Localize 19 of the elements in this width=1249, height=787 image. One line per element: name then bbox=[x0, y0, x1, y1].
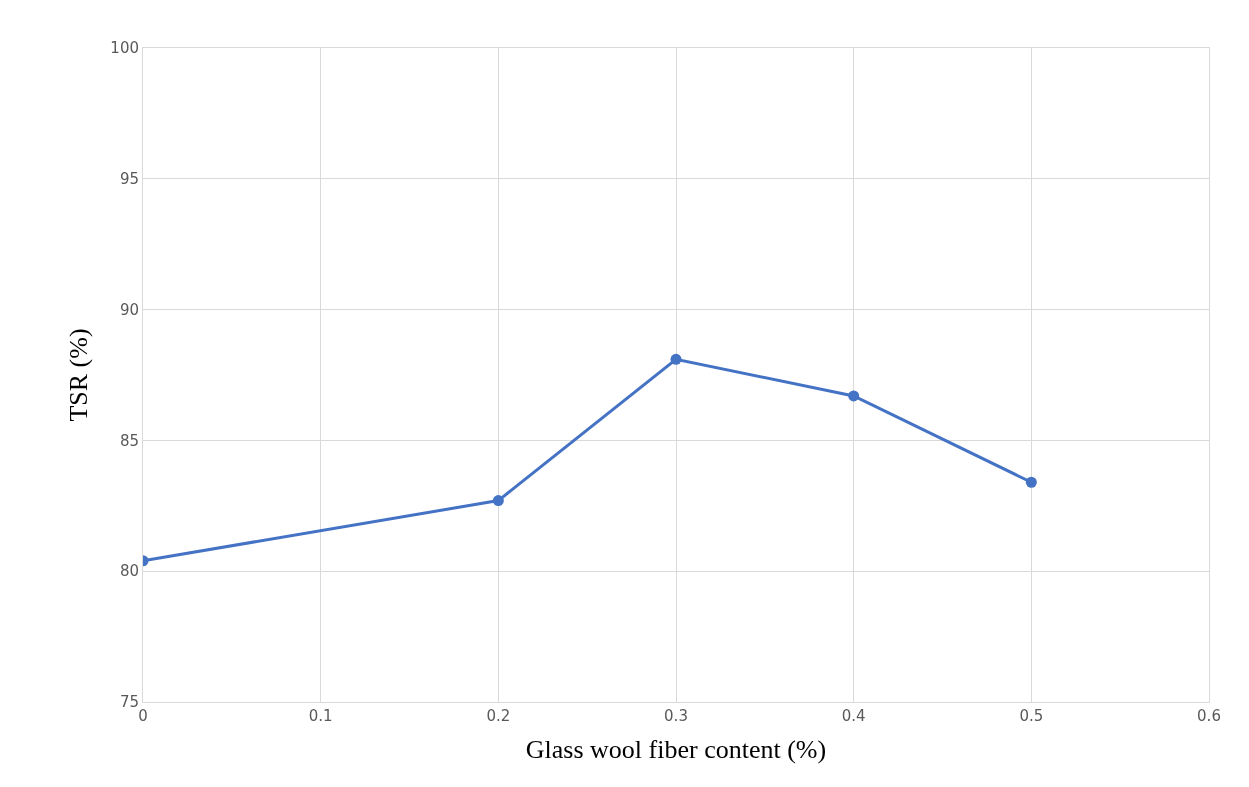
x-axis-title: Glass wool fiber content (%) bbox=[525, 734, 827, 764]
y-tick-label: 85 bbox=[119, 431, 139, 450]
x-tick-label: 0.2 bbox=[486, 707, 511, 725]
x-tick-label: 0.3 bbox=[664, 707, 688, 725]
x-tick-label: 0.4 bbox=[841, 707, 866, 725]
y-tick-label: 90 bbox=[119, 300, 139, 319]
y-tick-label: 75 bbox=[119, 693, 139, 712]
y-tick-label: 80 bbox=[119, 562, 139, 581]
y-axis-title: TSR (%) bbox=[63, 328, 93, 422]
point bbox=[1025, 476, 1037, 488]
x-tick-label: 0.5 bbox=[1019, 707, 1044, 725]
x-tick-label: 0.1 bbox=[308, 707, 333, 725]
point bbox=[670, 353, 682, 365]
point bbox=[848, 390, 860, 402]
point bbox=[492, 495, 504, 507]
x-tick-label: 0.6 bbox=[1197, 707, 1221, 725]
y-tick-label: 100 bbox=[110, 39, 139, 58]
x-tick-label: 0 bbox=[138, 707, 148, 725]
y-tick-label: 95 bbox=[119, 170, 139, 189]
